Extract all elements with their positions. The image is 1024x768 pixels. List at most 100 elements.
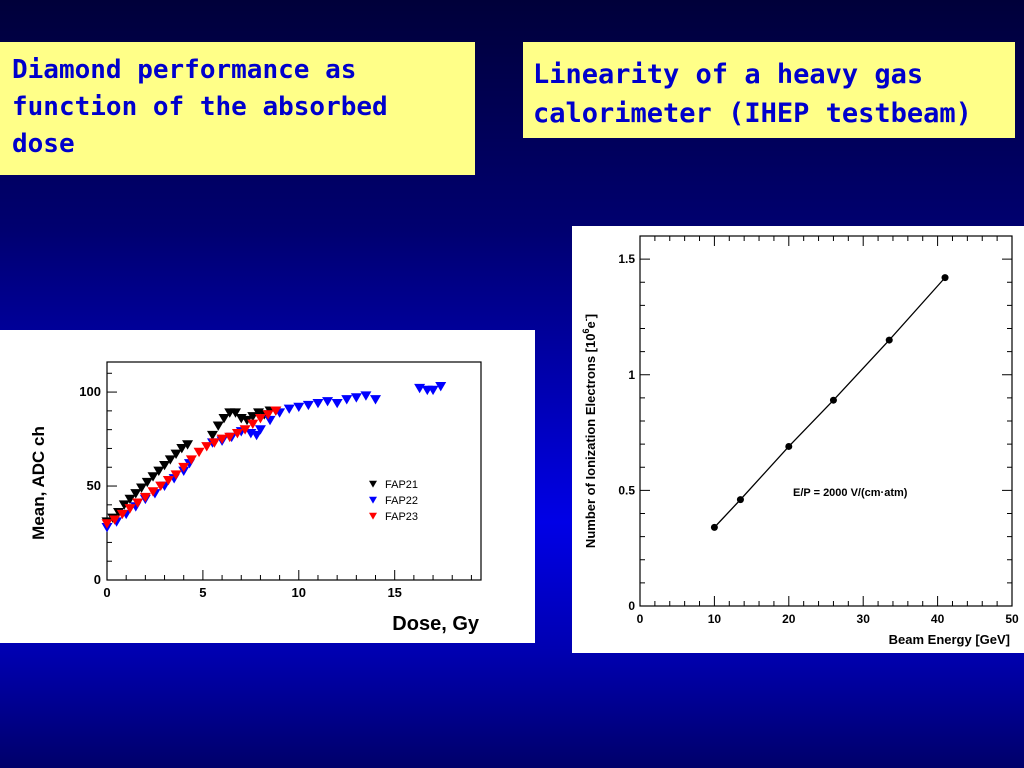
y-tick-label: 0 — [628, 599, 635, 613]
data-point-fap22 — [341, 395, 353, 405]
legend-label-fap22: FAP22 — [385, 495, 418, 507]
data-point — [829, 396, 837, 404]
left-heading-line-1: Diamond performance as — [12, 55, 357, 85]
data-point-fap21 — [147, 472, 159, 482]
right-heading-box: Linearity of a heavy gas calorimeter (IH… — [523, 42, 1015, 138]
plot-frame — [639, 235, 1013, 607]
y-tick-label: 0.5 — [618, 483, 635, 497]
x-tick-label: 0 — [637, 612, 644, 626]
data-point-fap21 — [153, 466, 165, 476]
data-point-fap22 — [302, 400, 314, 411]
legend-marker-fap23 — [369, 512, 377, 520]
data-point-fap21 — [230, 408, 242, 418]
data-point-fap22 — [264, 415, 276, 426]
left-heading-box: Diamond performance as function of the a… — [0, 42, 475, 175]
x-tick-label: 15 — [387, 585, 401, 600]
x-tick-label: 10 — [292, 585, 306, 600]
right-heading-line-2: calorimeter (IHEP testbeam) — [533, 98, 972, 129]
x-tick-label: 10 — [708, 612, 722, 626]
data-point-fap23 — [254, 413, 266, 424]
data-point-fap22 — [254, 425, 266, 435]
data-point-fap21 — [141, 477, 153, 488]
x-tick-label: 40 — [931, 612, 945, 626]
data-point-fap23 — [116, 509, 128, 520]
fit-line — [713, 277, 946, 528]
series-fap22 — [101, 382, 447, 533]
data-point-fap21 — [118, 500, 130, 510]
left-heading-line-3: dose — [12, 129, 75, 159]
y-tick-label: 50 — [87, 478, 101, 493]
y-tick-label: 100 — [79, 384, 101, 399]
data-point-fap23 — [208, 438, 220, 448]
linearity-chart: 0 10 20 30 40 50 0 0.5 1 1.5 Beam Energy [GeV] Numb… — [581, 235, 1019, 647]
x-tick-label: 20 — [782, 612, 796, 626]
legend-marker-fap21 — [369, 480, 377, 488]
data-point-fap23 — [201, 442, 213, 452]
x-axis-label: Dose, Gy — [392, 613, 480, 635]
left-heading-line-2: function of the absorbed — [12, 92, 388, 122]
x-tick-label: 30 — [857, 612, 871, 626]
data-point-fap23 — [109, 515, 121, 525]
data-point-fap23 — [224, 432, 236, 443]
data-point-fap23 — [132, 498, 144, 508]
data-point-fap22 — [435, 382, 447, 392]
data-point-fap23 — [101, 519, 113, 529]
y-axis-label: Mean, ADC ch — [29, 426, 48, 540]
data-point-fap22 — [427, 385, 439, 396]
data-point-fap23 — [185, 455, 197, 465]
data-point-fap23 — [139, 492, 151, 503]
data-point-fap21 — [182, 440, 194, 450]
data-point-fap23 — [155, 481, 167, 491]
right-heading-line-1: Linearity of a heavy gas — [533, 59, 924, 90]
x-tick-label: 50 — [1005, 612, 1019, 626]
data-point-fap23 — [147, 487, 159, 497]
data-point-fap23 — [178, 462, 190, 473]
data-point-fap22 — [283, 404, 295, 414]
y-tick-label: 1.5 — [618, 252, 635, 266]
data-point-fap22 — [293, 402, 305, 413]
data-point-fap23 — [231, 429, 243, 439]
data-point-fap21 — [130, 489, 142, 499]
data-point-fap21 — [176, 444, 188, 454]
x-tick-label: 0 — [103, 585, 110, 600]
data-point-fap23 — [239, 425, 251, 435]
data-point — [710, 523, 718, 531]
y-tick-label: 0 — [94, 572, 101, 587]
x-axis-label: Beam Energy [GeV] — [889, 632, 1010, 647]
data-point-fap21 — [124, 494, 136, 505]
series-fap23 — [101, 406, 282, 529]
data-point-fap22 — [312, 398, 324, 409]
legend-marker-fap22 — [369, 496, 377, 504]
linearity-chart-panel: 0 10 20 30 40 50 0 0.5 1 1.5 Beam Energy [GeV] Numb… — [572, 226, 1024, 653]
data-point-fap21 — [170, 449, 182, 460]
data-point-fap23 — [124, 504, 136, 514]
legend-label-fap23: FAP23 — [385, 511, 418, 523]
y-tick-label: 1 — [628, 368, 635, 382]
data-point — [941, 274, 949, 282]
legend: FAP21 FAP22 FAP23 — [369, 479, 418, 523]
data-point-fap21 — [241, 415, 253, 426]
data-point-fap22 — [370, 395, 382, 405]
data-point-fap23 — [262, 410, 274, 420]
data-point-fap23 — [247, 419, 259, 429]
annotation-label: E/P = 2000 V/(cm·atm) — [793, 487, 908, 499]
data-point — [736, 496, 744, 504]
dose-chart-panel: 0 5 10 15 0 50 100 Dose, Gy Mean, ADC ch FAP21 FAP… — [0, 330, 535, 643]
data-point-fap22 — [322, 397, 334, 407]
data-point-fap21 — [164, 455, 176, 465]
data-point-fap23 — [170, 470, 182, 480]
x-tick-label: 5 — [199, 585, 206, 600]
data-point-fap22 — [331, 398, 343, 409]
data-point-fap22 — [360, 391, 372, 401]
data-point-fap21 — [206, 430, 218, 441]
data-point-fap21 — [136, 483, 148, 493]
data-point-fap23 — [270, 406, 282, 416]
y-axis-label: Number of Ionization Electrons [106e-] — [581, 314, 598, 548]
data-point-fap23 — [193, 447, 205, 458]
data-point-fap23 — [216, 434, 228, 445]
data-point-fap23 — [162, 475, 174, 486]
legend-label-fap21: FAP21 — [385, 479, 418, 491]
data-point-fap21 — [212, 421, 224, 431]
plot-frame — [106, 361, 482, 581]
